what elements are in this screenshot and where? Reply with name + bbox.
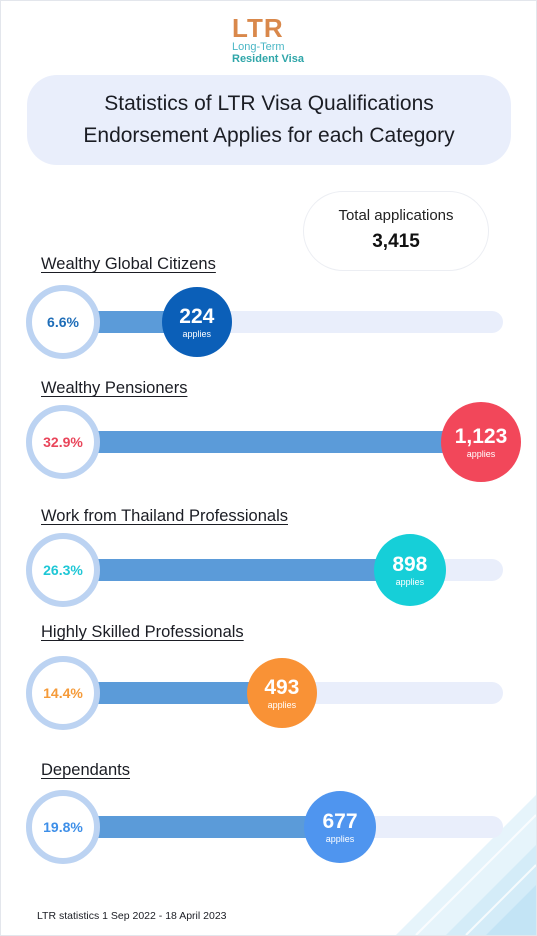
category-label-dependants: Dependants xyxy=(41,761,130,779)
value-bubble-highly-skilled-professionals: 493 applies xyxy=(246,658,317,728)
logo-line-2: Resident Visa xyxy=(232,53,304,65)
percent-label-work-from-thailand-professionals: 26.3% xyxy=(43,562,83,578)
bar-fill-highly-skilled-professionals xyxy=(86,682,282,704)
bar-fill-work-from-thailand-professionals xyxy=(86,559,410,581)
value-label-work-from-thailand-professionals: 898 xyxy=(392,552,428,576)
category-label-highly-skilled-professionals: Highly Skilled Professionals xyxy=(41,623,244,641)
value-label-dependants: 677 xyxy=(322,809,358,833)
value-label-wealthy-pensioners: 1,123 xyxy=(454,424,508,448)
total-applications-card: Total applications 3,415 xyxy=(303,191,489,271)
value-label-wealthy-global-citizens: 224 xyxy=(179,304,215,328)
total-applications-value: 3,415 xyxy=(372,231,420,252)
category-label-wealthy-global-citizens: Wealthy Global Citizens xyxy=(41,255,216,273)
value-bubble-dependants: 677 applies xyxy=(304,791,376,863)
ltr-logo: LTR Long-Term Resident Visa xyxy=(232,15,342,65)
category-label-work-from-thailand-professionals: Work from Thailand Professionals xyxy=(41,507,288,525)
percent-label-dependants: 19.8% xyxy=(43,819,83,835)
unit-label-wealthy-pensioners: applies xyxy=(466,448,496,459)
logo-line-1: Long-Term xyxy=(232,41,285,53)
percent-ring-wealthy-pensioners: 32.9% xyxy=(26,405,100,479)
logo-mark: LTR xyxy=(232,13,284,43)
bar-fill-dependants xyxy=(86,816,340,838)
percent-label-wealthy-pensioners: 32.9% xyxy=(43,434,83,450)
percent-label-wealthy-global-citizens: 6.6% xyxy=(47,314,79,330)
percent-ring-work-from-thailand-professionals: 26.3% xyxy=(26,533,100,607)
title-line-1: Statistics of LTR Visa Qualifications xyxy=(104,92,434,115)
title-line-2: Endorsement Applies for each Category xyxy=(83,124,455,147)
category-label-wealthy-pensioners: Wealthy Pensioners xyxy=(41,379,188,397)
unit-label-work-from-thailand-professionals: applies xyxy=(395,576,425,587)
value-label-highly-skilled-professionals: 493 xyxy=(264,675,300,699)
value-bubble-work-from-thailand-professionals: 898 applies xyxy=(373,534,446,606)
footer-note: LTR statistics 1 Sep 2022 - 18 April 202… xyxy=(37,910,227,922)
unit-label-highly-skilled-professionals: applies xyxy=(267,699,297,710)
total-applications-label: Total applications xyxy=(338,207,454,224)
percent-label-highly-skilled-professionals: 14.4% xyxy=(43,685,83,701)
bar-fill-wealthy-pensioners xyxy=(86,431,481,453)
percent-ring-highly-skilled-professionals: 14.4% xyxy=(26,656,100,730)
value-bubble-wealthy-pensioners: 1,123 applies xyxy=(441,402,521,482)
percent-ring-dependants: 19.8% xyxy=(26,790,100,864)
unit-label-wealthy-global-citizens: applies xyxy=(182,328,212,339)
title-banner: Statistics of LTR Visa Qualifications En… xyxy=(27,75,511,165)
unit-label-dependants: applies xyxy=(325,833,355,844)
percent-ring-wealthy-global-citizens: 6.6% xyxy=(26,285,100,359)
value-bubble-wealthy-global-citizens: 224 applies xyxy=(161,287,232,357)
